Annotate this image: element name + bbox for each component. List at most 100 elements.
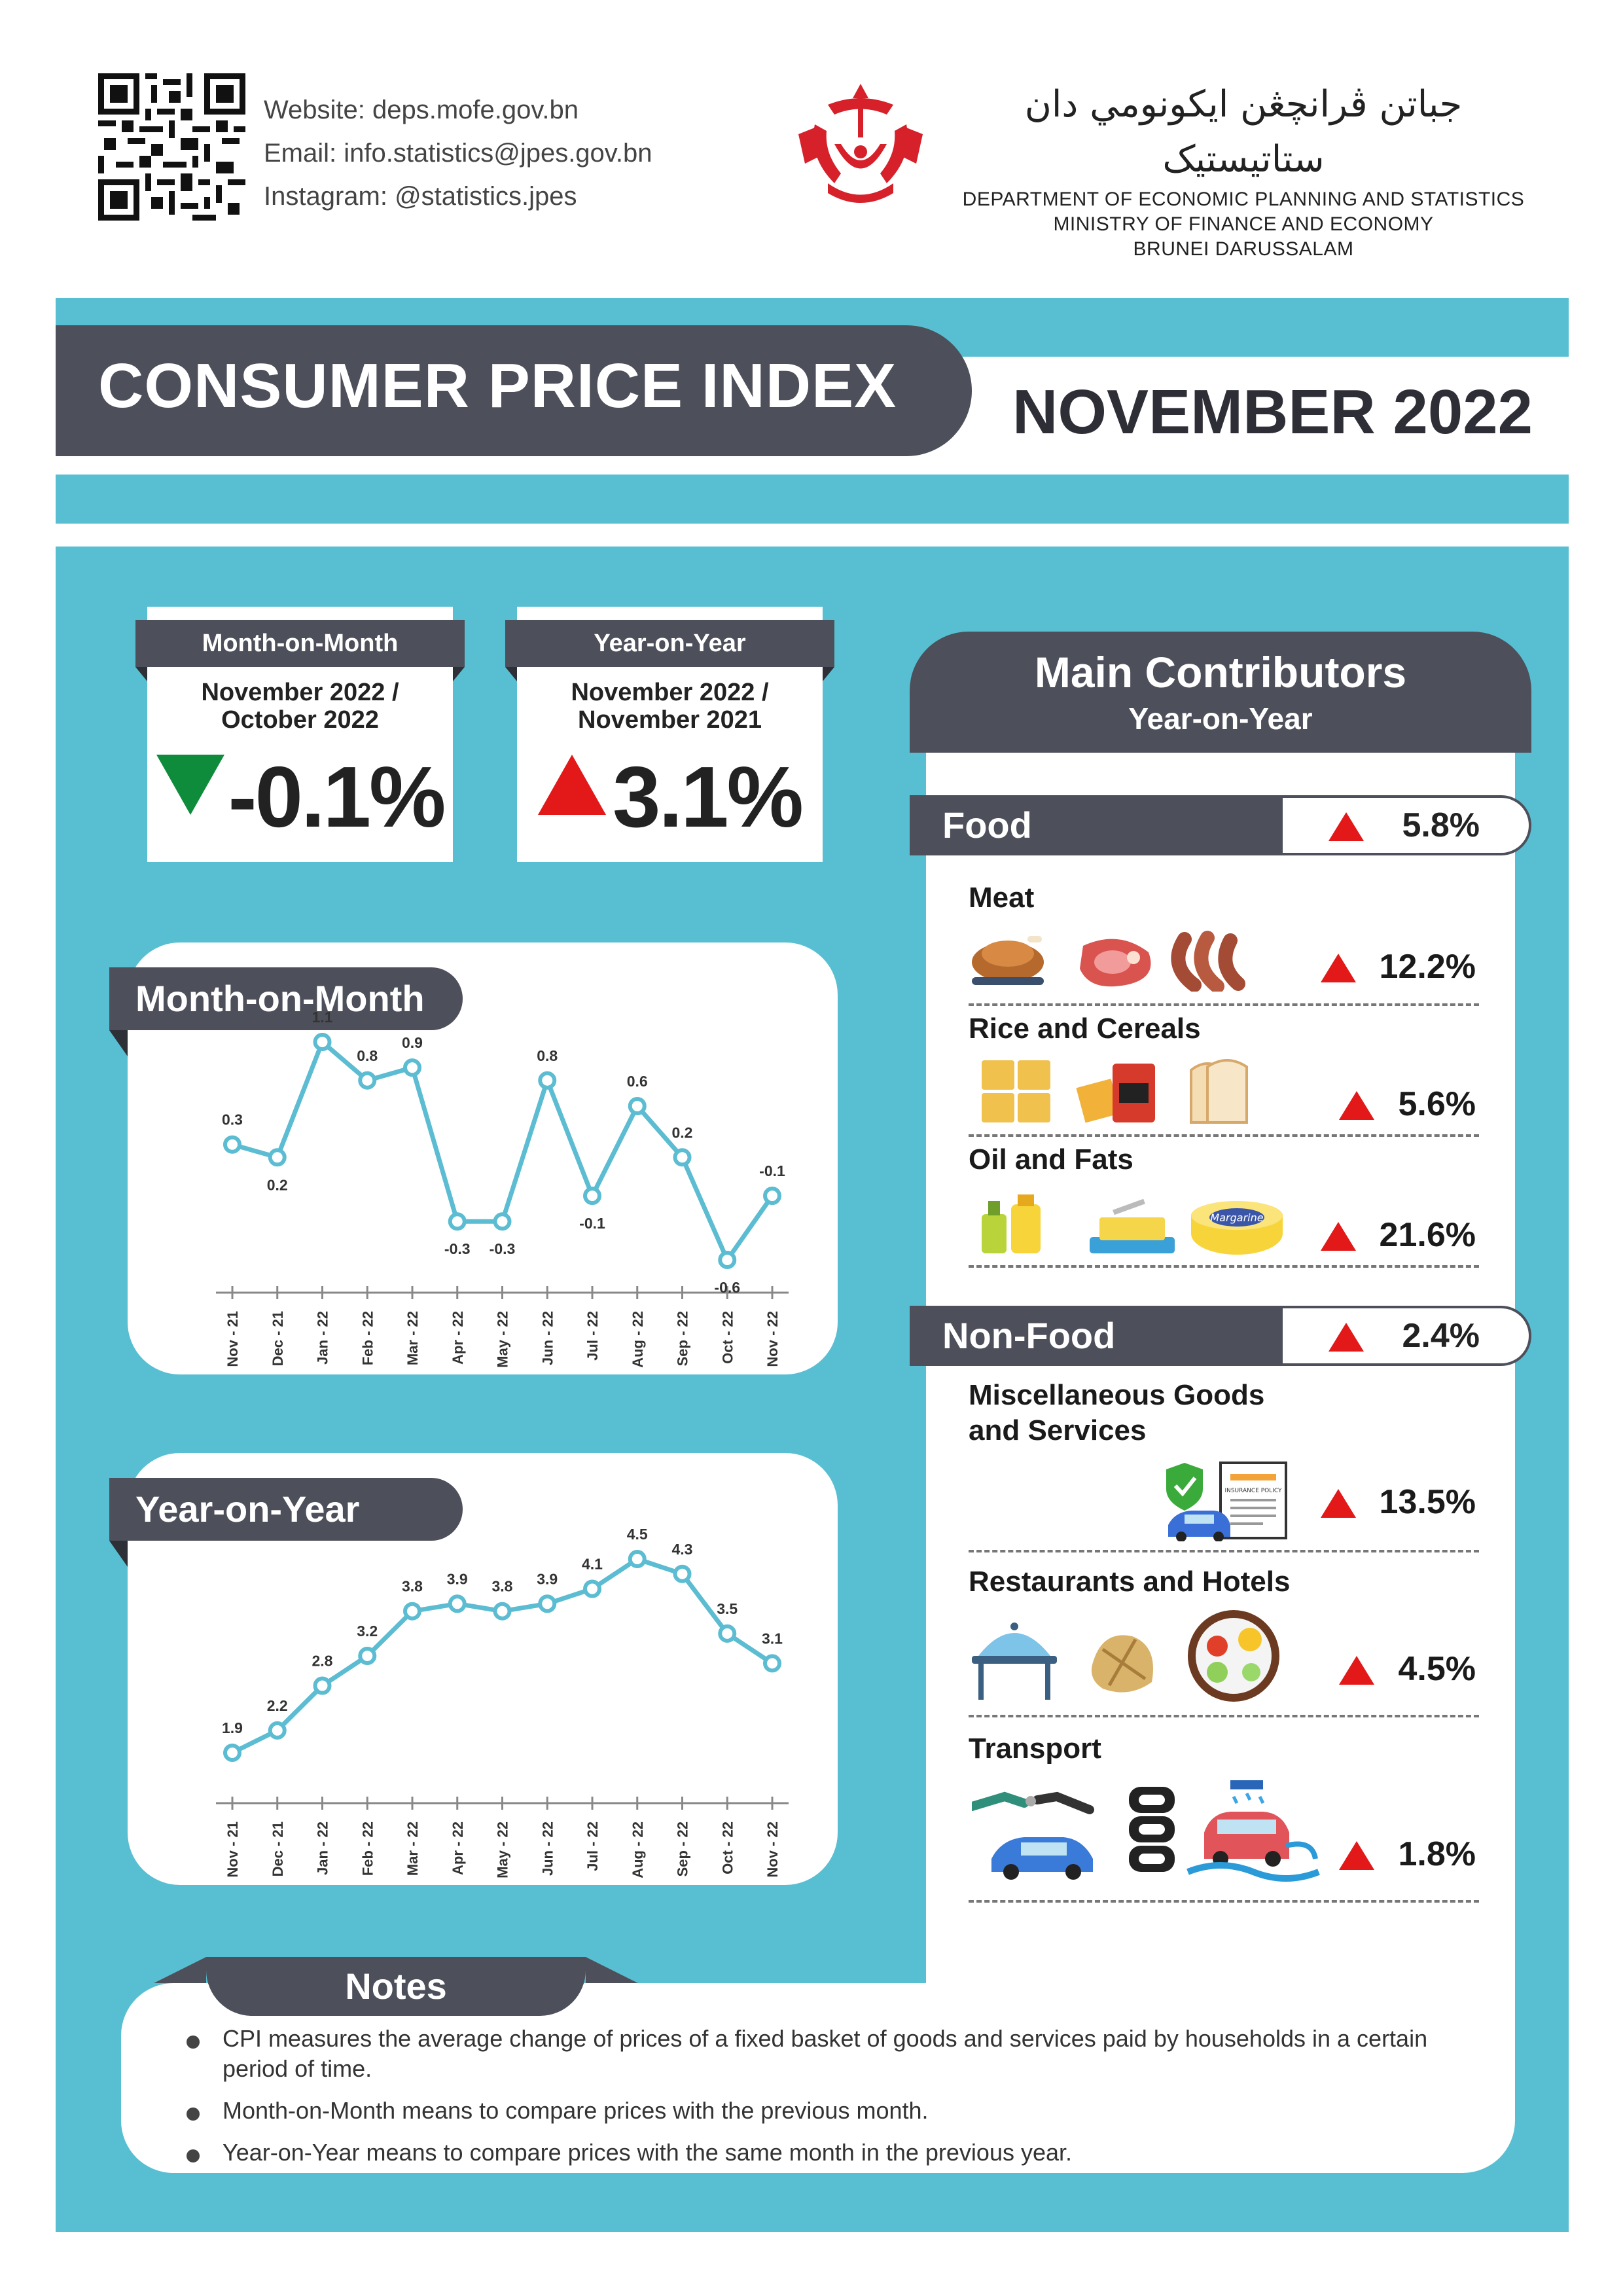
food-group-value: 5.8% [1402, 806, 1480, 844]
email-text[interactable]: Email: info.statistics@jpes.gov.bn [264, 139, 652, 168]
data-label: 3.1 [762, 1630, 783, 1647]
x-tick-label: May - 22 [495, 1821, 511, 1878]
contributor-rice-cereals: Rice and Cereals 5.6% [969, 1011, 1479, 1142]
contributor-label: Oil and Fats [969, 1143, 1133, 1175]
data-point [268, 1721, 287, 1740]
yoy-stat-value-wrap: 3.1% [517, 747, 823, 846]
data-label: 3.8 [402, 1578, 423, 1595]
mom-stat-value: -0.1% [228, 749, 446, 845]
triangle-up-icon [1329, 812, 1364, 841]
data-label: -0.3 [490, 1240, 516, 1257]
contributor-label-line2: and Services [969, 1414, 1147, 1446]
main-panel: Month-on-Month November 2022 / October 2… [56, 547, 1569, 2232]
data-label: 0.8 [357, 1047, 378, 1064]
x-tick-label: Jun - 22 [539, 1311, 556, 1365]
nonfood-group-value: 2.4% [1402, 1317, 1480, 1355]
yoy-stat-tab: Year-on-Year [505, 620, 834, 681]
data-label: 3.9 [537, 1570, 558, 1587]
wrapped-rice-icon [1091, 1635, 1153, 1693]
contributor-label: Restaurants and Hotels [969, 1566, 1291, 1598]
oil-bottle-icon [982, 1194, 1041, 1253]
contributors-title: Main Contributors [1034, 648, 1407, 696]
x-tick-label: Nov - 21 [224, 1311, 241, 1367]
notes-list: CPI measures the average change of price… [187, 2024, 1469, 2179]
triangle-up-icon [538, 755, 607, 815]
data-label: 4.3 [672, 1541, 693, 1558]
qr-code [98, 73, 245, 221]
divider [969, 1265, 1479, 1268]
yoy-line-chart: Nov - 21 Dec - 21 Jan - 22 Feb - 22 Mar - 22… [216, 1526, 789, 1878]
mom-stat-period-line1: November 2022 / [201, 679, 399, 706]
car-icon [1168, 1511, 1230, 1541]
x-tick-label: Nov - 21 [224, 1821, 241, 1878]
insurance-policy-text: INSURANCE POLICY [1224, 1488, 1282, 1494]
contributors-header: Main Contributors Year-on-Year [910, 632, 1531, 753]
data-label: 0.2 [267, 1176, 288, 1193]
noodles-icon [1076, 1064, 1155, 1123]
contributor-label-line1: Miscellaneous Goods [969, 1379, 1265, 1411]
data-label: 0.2 [672, 1124, 693, 1141]
data-point [448, 1212, 467, 1231]
data-label: 0.8 [537, 1047, 558, 1064]
oil-icons: Margarine [982, 1194, 1283, 1255]
shield-check-icon [1166, 1463, 1203, 1511]
contributor-transport: Transport 1.8% [969, 1731, 1479, 1908]
x-tick-label: Mar - 22 [404, 1821, 421, 1876]
website-text[interactable]: Website: deps.mofe.gov.bn [264, 96, 579, 124]
data-label: -0.6 [714, 1279, 740, 1296]
nonfood-group-bar: Non-Food 2.4% [910, 1306, 1531, 1366]
triangle-up-icon [1320, 1489, 1356, 1518]
data-point [538, 1594, 557, 1613]
x-tick-label: Aug - 22 [630, 1311, 646, 1368]
nasi-lemak-icon [1188, 1610, 1279, 1702]
x-tick-label: Apr - 22 [450, 1821, 466, 1875]
mom-line-chart: Nov - 21 Dec - 21 Jan - 22 Feb - 22 Mar - 22… [216, 1009, 789, 1368]
yoy-stat-period: November 2022 / November 2021 [517, 679, 823, 734]
data-label: 2.2 [267, 1697, 288, 1714]
data-point [493, 1212, 512, 1231]
data-point [673, 1148, 692, 1167]
period-title: NOVEMBER 2022 [1012, 377, 1533, 447]
mom-stat-period: November 2022 / October 2022 [147, 679, 453, 734]
data-label: 3.9 [447, 1570, 468, 1587]
data-point [448, 1594, 467, 1613]
instagram-text[interactable]: Instagram: @statistics.jpes [264, 182, 577, 211]
data-label: 3.2 [357, 1623, 378, 1640]
data-point [313, 1676, 332, 1695]
data-label: -0.1 [759, 1162, 785, 1179]
contributor-value: 12.2% [1379, 948, 1476, 986]
ministry-name: MINISTRY OF FINANCE AND ECONOMY [1053, 213, 1434, 235]
data-label: 0.6 [627, 1073, 648, 1090]
divider [969, 1134, 1479, 1137]
data-label: -0.1 [579, 1215, 605, 1232]
yoy-stat-period-line1: November 2022 / [571, 679, 769, 706]
page-title: CONSUMER PRICE INDEX [98, 351, 897, 421]
triangle-up-icon [1339, 1091, 1375, 1120]
data-point [358, 1647, 377, 1665]
contributor-value: 13.5% [1379, 1483, 1476, 1521]
nonfood-group-value-box: 2.4% [1283, 1306, 1531, 1366]
insurance-document-icon: INSURANCE POLICY [1219, 1462, 1287, 1539]
x-tick-label: Oct - 22 [719, 1311, 736, 1364]
contributor-value: 5.6% [1398, 1085, 1476, 1123]
data-label: 1.1 [312, 1009, 333, 1026]
x-tick-label: Sep - 22 [675, 1311, 691, 1366]
bread-icon [1190, 1059, 1248, 1124]
x-tick-label: Aug - 22 [630, 1821, 646, 1878]
contributor-value-wrap: 5.6% [1339, 1085, 1476, 1124]
mom-stat-value-wrap: -0.1% [147, 747, 453, 846]
meat-icons [972, 931, 1245, 992]
contributor-value-wrap: 12.2% [1320, 947, 1476, 986]
divider [969, 1003, 1479, 1006]
data-point [628, 1096, 647, 1115]
data-point [403, 1058, 421, 1077]
data-point [628, 1550, 647, 1568]
brunei-crest-icon [798, 84, 923, 203]
triangle-up-icon [1339, 1656, 1375, 1685]
yoy-stat-period-line2: November 2021 [578, 706, 762, 734]
contributors-subtitle: Year-on-Year [1128, 702, 1313, 736]
yoy-stat-card: Year-on-Year November 2022 / November 20… [505, 607, 834, 862]
mom-stat-tab: Month-on-Month [135, 620, 465, 681]
data-point [583, 1579, 601, 1598]
mom-stat-period-line2: October 2022 [221, 706, 379, 734]
